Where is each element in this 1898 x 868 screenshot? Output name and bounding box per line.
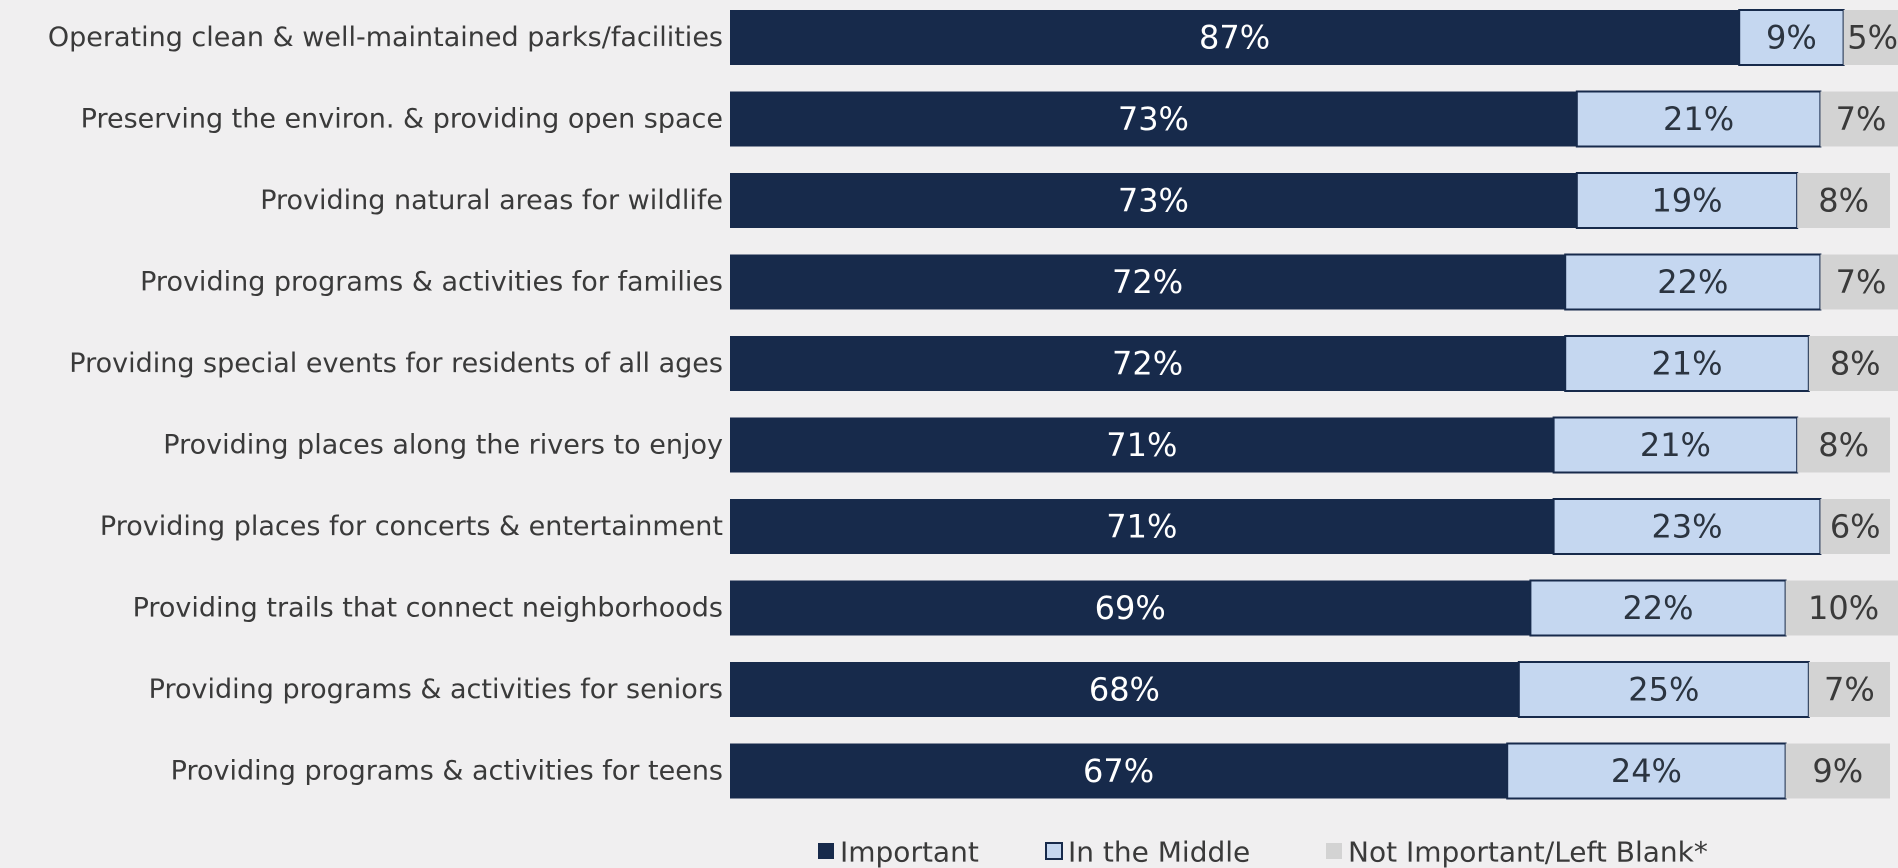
not-important-left-blank-value-label-5: 8%: [1830, 345, 1881, 383]
in-the-middle-value-label-6: 21%: [1640, 426, 1711, 464]
not-important-left-blank-value-label-7: 6%: [1830, 508, 1881, 546]
in-the-middle-bar-9: [1517, 661, 1810, 718]
in-the-middle-value-label-2: 21%: [1663, 100, 1734, 138]
category-label-10: Providing programs & activities for teen…: [171, 756, 723, 787]
important-bar-7: [730, 499, 1554, 554]
in-the-middle-value-label-3: 19%: [1651, 182, 1722, 220]
important-value-label-6: 71%: [1106, 426, 1177, 464]
not-important-left-blank-value-label-1: 5%: [1847, 19, 1898, 57]
not-important-left-blank-value-label-10: 9%: [1812, 752, 1863, 790]
category-label-8: Providing trails that connect neighborho…: [133, 593, 723, 624]
category-label-2: Preserving the environ. & providing open…: [81, 104, 723, 135]
in-the-middle-value-label-8: 22%: [1622, 589, 1693, 627]
category-label-1: Operating clean & well-maintained parks/…: [48, 22, 723, 53]
important-bar-1: [730, 10, 1740, 65]
not-important-left-blank-bar-5: [1808, 336, 1898, 391]
category-label-7: Providing places for concerts & entertai…: [100, 511, 723, 542]
in-the-middle-bar-1: [1738, 9, 1845, 66]
in-the-middle-value-label-4: 22%: [1657, 263, 1728, 301]
not-important-left-blank-value-label-9: 7%: [1824, 671, 1875, 709]
important-value-label-9: 68%: [1089, 671, 1160, 709]
important-value-label-10: 67%: [1083, 752, 1154, 790]
in-the-middle-value-label-5: 21%: [1651, 345, 1722, 383]
category-label-6: Providing places along the rivers to enj…: [163, 430, 723, 461]
legend-label-not-important-left-blank: Not Important/Left Blank*: [1348, 836, 1708, 868]
important-value-label-1: 87%: [1199, 19, 1270, 57]
not-important-left-blank-bar-4: [1820, 254, 1898, 310]
in-the-middle-bar-10: [1506, 742, 1787, 800]
important-value-label-4: 72%: [1112, 263, 1183, 301]
not-important-left-blank-bar-8: [1785, 580, 1898, 636]
not-important-left-blank-bar-6: [1797, 417, 1890, 473]
legend-swatch-important: [818, 843, 834, 859]
important-bar-5: [730, 336, 1566, 391]
in-the-middle-bar-3: [1575, 172, 1799, 229]
in-the-middle-bar-5: [1564, 335, 1810, 392]
category-label-9: Providing programs & activities for seni…: [149, 674, 723, 705]
legend-swatch-in-the-middle: [1045, 842, 1063, 860]
important-bar-6: [730, 417, 1554, 473]
not-important-left-blank-value-label-2: 7%: [1836, 100, 1887, 138]
not-important-left-blank-bar-7: [1820, 499, 1890, 554]
legend-label-in-the-middle: In the Middle: [1068, 836, 1250, 868]
not-important-left-blank-value-label-6: 8%: [1818, 426, 1869, 464]
category-label-4: Providing programs & activities for fami…: [140, 267, 723, 298]
important-value-label-2: 73%: [1118, 100, 1189, 138]
category-labels: Operating clean & well-maintained parks/…: [48, 22, 723, 787]
important-bar-9: [730, 662, 1519, 717]
category-label-5: Providing special events for residents o…: [69, 348, 723, 379]
legend-label-important: Important: [840, 836, 979, 868]
important-value-label-7: 71%: [1106, 508, 1177, 546]
in-the-middle-bar-7: [1552, 498, 1822, 555]
not-important-left-blank-value-label-3: 8%: [1818, 182, 1869, 220]
important-bar-10: [730, 743, 1508, 799]
legend: Important In the Middle Not Important/Left…: [818, 836, 1708, 868]
important-bar-3: [730, 173, 1577, 228]
important-bar-2: [730, 91, 1577, 147]
not-important-left-blank-bar-1: [1843, 10, 1898, 65]
in-the-middle-value-label-7: 23%: [1651, 508, 1722, 546]
in-the-middle-value-label-9: 25%: [1628, 671, 1699, 709]
not-important-left-blank-bar-2: [1820, 91, 1898, 147]
in-the-middle-value-label-1: 9%: [1766, 19, 1817, 57]
in-the-middle-value-label-10: 24%: [1611, 752, 1682, 790]
category-label-3: Providing natural areas for wildlife: [260, 185, 723, 216]
important-bar-4: [730, 254, 1566, 310]
bars-layer: 87% 9% 5% 73% 21% 7% 73% 19% 8% 72% 22% 7% 72% 21% 8% 7…: [730, 9, 1898, 800]
in-the-middle-bar-8: [1529, 579, 1787, 637]
not-important-left-blank-bar-10: [1785, 743, 1890, 799]
important-bar-8: [730, 580, 1531, 636]
in-the-middle-bar-4: [1564, 253, 1822, 311]
important-value-label-5: 72%: [1112, 345, 1183, 383]
in-the-middle-bar-2: [1575, 90, 1822, 148]
important-value-label-8: 69%: [1095, 589, 1166, 627]
not-important-left-blank-value-label-4: 7%: [1836, 263, 1887, 301]
not-important-left-blank-value-label-8: 10%: [1808, 589, 1879, 627]
important-value-label-3: 73%: [1118, 182, 1189, 220]
legend-swatch-not-important-left-blank: [1326, 843, 1342, 859]
not-important-left-blank-bar-9: [1808, 662, 1890, 717]
not-important-left-blank-bar-3: [1797, 173, 1890, 228]
